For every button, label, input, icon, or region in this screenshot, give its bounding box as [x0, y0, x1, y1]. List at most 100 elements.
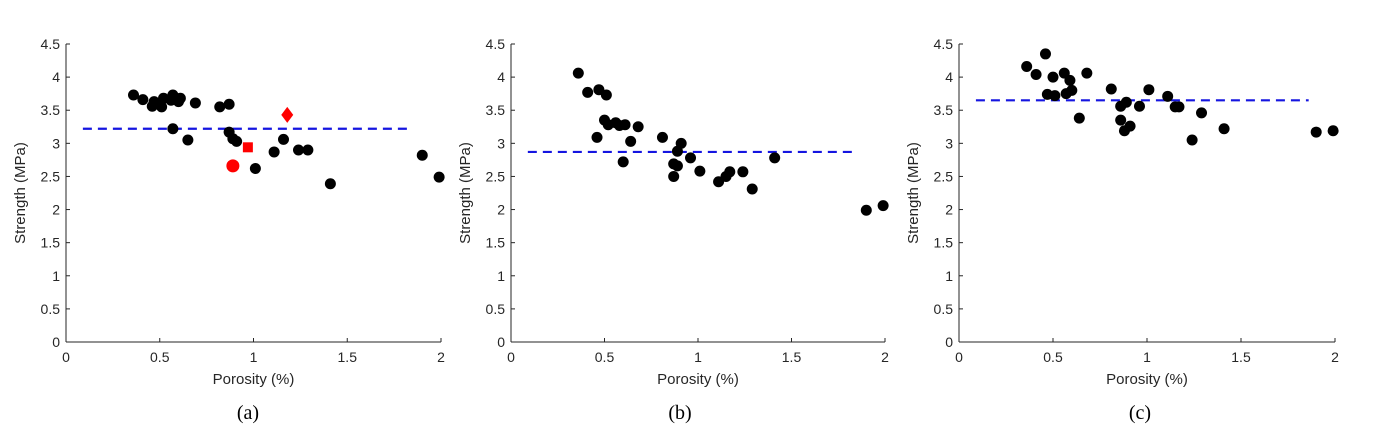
data-point	[167, 123, 179, 135]
x-tick-label: 1	[1143, 349, 1151, 365]
x-tick-label: 1.5	[1231, 349, 1251, 365]
x-axis-label: Porosity (%)	[657, 371, 739, 388]
data-point	[433, 171, 445, 183]
data-point	[685, 152, 697, 164]
y-tick-label: 0	[945, 334, 953, 350]
data-point	[1162, 90, 1174, 102]
y-tick-label: 2.5	[934, 168, 954, 184]
data-point	[671, 160, 683, 172]
data-point	[591, 131, 603, 143]
y-tick-label: 0.5	[486, 301, 506, 317]
y-tick-label: 1.5	[934, 235, 954, 251]
data-point	[769, 152, 781, 164]
chart-panel-3: 0 0.5 1 1.5 2 2.5 3 3.5 4 4.5 0 0.5 1 1.5 2 Porosity (%…	[905, 36, 1339, 424]
y-tick-label: 0	[52, 334, 60, 350]
x-tick-label: 0	[507, 349, 515, 365]
data-point-square	[242, 142, 253, 153]
x-tick-label: 0.5	[1043, 349, 1063, 365]
y-tick-label: 1.5	[486, 235, 506, 251]
data-point	[416, 149, 428, 161]
data-point	[1049, 90, 1061, 102]
x-tick-label: 1.5	[338, 349, 358, 365]
y-tick-label: 1	[497, 268, 505, 284]
data-point	[223, 98, 235, 110]
chart-panel-1: 0 0.5 1 1.5 2 2.5 3 3.5 4 4.5 0 0.5 1 1.5 2 Porosity (%…	[12, 36, 445, 424]
data-point	[1073, 112, 1085, 124]
y-tick-label: 4	[497, 69, 505, 85]
data-point	[1064, 74, 1076, 86]
data-point	[1081, 67, 1093, 79]
x-tick-label: 0.5	[150, 349, 170, 365]
data-point	[582, 86, 594, 98]
data-point	[1310, 126, 1322, 138]
y-tick-label: 2.5	[41, 168, 61, 184]
data-point	[1047, 71, 1059, 83]
data-point	[724, 166, 736, 178]
data-point	[668, 170, 680, 182]
panel-caption: (a)	[237, 402, 259, 424]
data-point	[137, 94, 149, 106]
panel-caption: (b)	[668, 402, 691, 424]
y-tick-label: 2	[52, 202, 60, 218]
y-tick-label: 0.5	[41, 301, 61, 317]
y-tick-label: 3	[945, 135, 953, 151]
data-point	[694, 165, 706, 177]
data-point	[656, 131, 668, 143]
x-tick-label: 0	[62, 349, 70, 365]
data-point	[632, 121, 644, 133]
data-point	[249, 162, 261, 174]
data-point	[1218, 123, 1230, 135]
y-tick-label: 4.5	[486, 36, 506, 52]
data-point	[746, 183, 758, 195]
y-tick-label: 0.5	[934, 301, 954, 317]
data-point	[619, 119, 631, 131]
data-point	[1124, 120, 1136, 132]
data-point	[189, 97, 201, 109]
data-point	[860, 204, 872, 216]
x-tick-label: 0	[955, 349, 963, 365]
data-point	[156, 101, 168, 113]
y-tick-label: 1	[945, 268, 953, 284]
y-tick-label: 0	[497, 334, 505, 350]
data-point	[128, 89, 139, 101]
data-point	[675, 137, 687, 149]
data-point	[231, 135, 243, 147]
data-point-diamond	[281, 106, 294, 123]
y-axis-label: Strength (MPa)	[457, 142, 474, 244]
data-point	[268, 146, 280, 158]
y-tick-label: 3	[52, 135, 60, 151]
data-point	[302, 144, 314, 156]
x-tick-label: 1	[250, 349, 258, 365]
y-tick-label: 1	[52, 268, 60, 284]
data-point	[877, 200, 889, 212]
data-point	[1120, 96, 1132, 108]
chart-panel-2: 0 0.5 1 1.5 2 2.5 3 3.5 4 4.5 0 0.5 1 1.5 2 Porosity (%…	[457, 36, 889, 424]
data-point	[293, 144, 304, 156]
data-point	[174, 92, 186, 104]
y-tick-label: 2	[497, 202, 505, 218]
x-axis-label: Porosity (%)	[1106, 371, 1188, 388]
data-point	[1105, 83, 1117, 95]
data-point	[278, 133, 289, 145]
data-point	[737, 166, 749, 178]
y-tick-label: 3.5	[934, 102, 954, 118]
data-point	[1143, 84, 1155, 96]
data-point	[1066, 84, 1078, 96]
data-point	[1021, 61, 1033, 73]
y-axis-label: Strength (MPa)	[12, 142, 29, 244]
y-tick-label: 4.5	[934, 36, 954, 52]
data-point	[214, 101, 226, 113]
y-tick-label: 3	[497, 135, 505, 151]
x-tick-label: 2	[881, 349, 889, 365]
data-point	[1327, 125, 1339, 137]
data-point	[1039, 48, 1051, 60]
x-axis-label: Porosity (%)	[213, 371, 295, 388]
data-point	[600, 89, 612, 101]
data-point	[1173, 101, 1185, 113]
data-point	[1133, 100, 1145, 112]
y-tick-label: 4	[52, 69, 60, 85]
data-point	[324, 178, 336, 190]
x-tick-label: 2	[437, 349, 445, 365]
x-tick-label: 2	[1331, 349, 1339, 365]
